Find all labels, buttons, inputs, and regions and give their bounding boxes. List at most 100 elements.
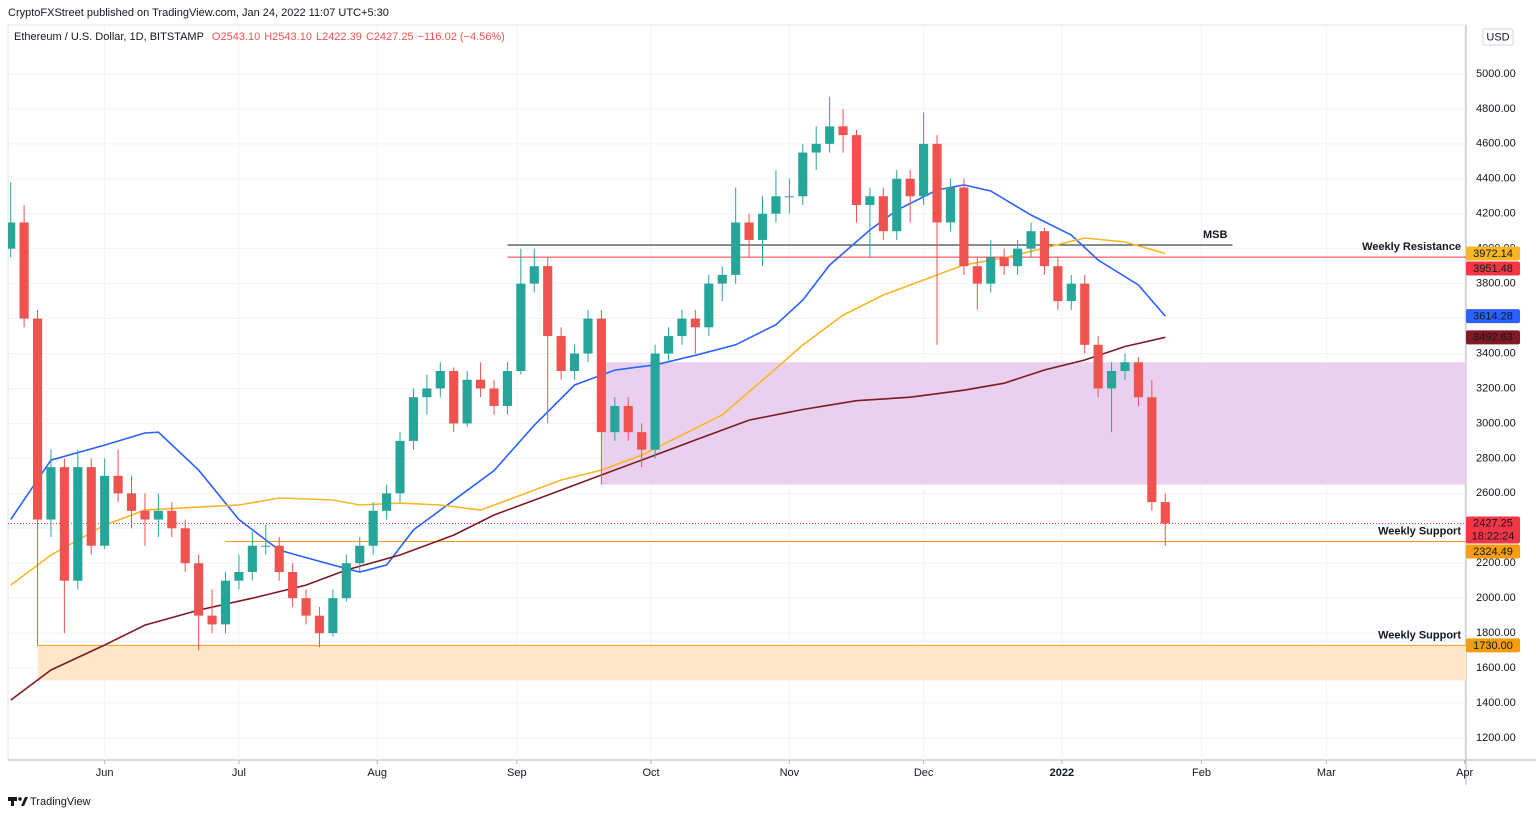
candle-body <box>476 379 486 389</box>
candle-body <box>59 467 69 581</box>
candle-body <box>757 213 768 240</box>
candle-body <box>194 563 204 616</box>
price-tag-label: 2427.25 <box>1473 517 1513 529</box>
x-tick-label: Oct <box>643 767 660 779</box>
candle-body <box>851 135 862 205</box>
candle-body <box>892 178 902 232</box>
candle-body <box>73 467 83 581</box>
price-tag <box>1466 516 1520 544</box>
candle-body <box>435 371 445 389</box>
y-tick-label: 3000.00 <box>1476 417 1516 429</box>
legend: Ethereum / U.S. Dollar, 1D, BITSTAMP O254… <box>14 31 505 43</box>
legend-value: H2543.10 <box>264 31 312 43</box>
candle-body <box>368 510 378 546</box>
y-tick-label: 1600.00 <box>1476 662 1516 674</box>
price-tag <box>1466 261 1520 276</box>
candle-body <box>46 467 56 520</box>
candle-body <box>999 257 1009 267</box>
candle-body <box>986 257 996 284</box>
x-tick-label: Aug <box>367 767 387 779</box>
legend-value: O2543.10 <box>212 31 260 43</box>
y-tick-label: 1200.00 <box>1476 732 1516 744</box>
candle-body <box>569 353 580 372</box>
candle-body <box>1120 362 1130 372</box>
candle-body <box>274 545 284 572</box>
candle-body <box>811 143 821 153</box>
candle-body <box>784 196 794 198</box>
y-tick-label: 4200.00 <box>1476 208 1516 220</box>
price-tag-label: 3614.28 <box>1473 310 1513 322</box>
candle-body <box>663 336 674 354</box>
candle-body <box>771 196 781 214</box>
level-label: MSB <box>1203 229 1228 241</box>
candle-body <box>328 598 338 634</box>
candle-body <box>355 545 365 564</box>
candle-body <box>623 405 633 433</box>
candle-body <box>382 493 392 511</box>
candle-body <box>704 283 714 328</box>
price-tag-label: 3492.63 <box>1473 332 1513 344</box>
x-tick-label: Dec <box>914 767 934 779</box>
price-tag-label: 1730.00 <box>1473 640 1513 652</box>
candle-body <box>1133 362 1143 398</box>
candle-body <box>583 318 593 354</box>
candle-body <box>449 371 459 424</box>
axes: 1200.00 1400.00 1600.00 1800.00 2000.00 2200.… <box>96 68 1520 779</box>
header: CryptoFXStreet published on TradingView.… <box>8 7 389 19</box>
y-tick-label: 4800.00 <box>1476 103 1516 115</box>
price-tag <box>1466 544 1520 559</box>
zone <box>601 362 1466 485</box>
footer-logo <box>8 797 28 806</box>
y-tick-label: 3800.00 <box>1476 278 1516 290</box>
legend-title: Ethereum / U.S. Dollar, 1D, BITSTAMP <box>14 31 204 43</box>
candle-body <box>1093 344 1103 389</box>
candle-body <box>1013 248 1023 267</box>
candle-body <box>1080 283 1090 345</box>
logo-mark <box>18 797 22 801</box>
candle-body <box>650 353 660 450</box>
y-tick-label: 4400.00 <box>1476 173 1516 185</box>
candle-body <box>86 467 96 546</box>
x-tick-label: Apr <box>1456 767 1473 779</box>
price-tag <box>1466 330 1520 345</box>
x-tick-label: Jul <box>232 767 246 779</box>
candle-body <box>8 222 16 249</box>
candle-body <box>731 222 741 275</box>
level-label: Weekly Support <box>1378 629 1461 641</box>
candle-body <box>408 397 419 441</box>
candle-body <box>140 510 150 520</box>
candle-body <box>1039 231 1050 267</box>
logo-mark <box>11 797 14 806</box>
candle-body <box>529 266 539 284</box>
x-tick-label: Feb <box>1192 767 1211 779</box>
candle-body <box>19 222 29 319</box>
candle-body <box>32 318 43 520</box>
candle-body <box>1147 397 1157 503</box>
candle-body <box>502 371 512 406</box>
legend-value: −116.02 (−4.56%) <box>418 31 505 43</box>
x-tick-label: Nov <box>780 767 800 779</box>
y-tick-label: 2200.00 <box>1476 557 1516 569</box>
plot-area <box>8 25 1466 760</box>
currency-box <box>1482 28 1514 46</box>
y-tick-label: 5000.00 <box>1476 68 1516 80</box>
candle-body <box>489 388 499 406</box>
x-tick-label: Mar <box>1317 767 1336 779</box>
legend-value: C2427.25 <box>366 31 414 43</box>
candle-body <box>153 510 163 520</box>
candle-body <box>1066 283 1076 302</box>
x-tick-label: 2022 <box>1050 767 1074 779</box>
candle-body <box>1053 266 1063 302</box>
y-tick-label: 3200.00 <box>1476 382 1516 394</box>
candle-body <box>100 475 110 546</box>
zone <box>37 645 1466 681</box>
candle-body <box>959 187 969 267</box>
candle-body <box>113 475 123 494</box>
y-tick-label: 1400.00 <box>1476 697 1516 709</box>
candle-body <box>637 432 647 450</box>
candle-body <box>717 274 727 284</box>
candle-body <box>945 187 956 223</box>
candle-body <box>838 126 848 136</box>
level-label: Weekly Resistance <box>1362 241 1461 253</box>
candle-body <box>395 440 405 494</box>
